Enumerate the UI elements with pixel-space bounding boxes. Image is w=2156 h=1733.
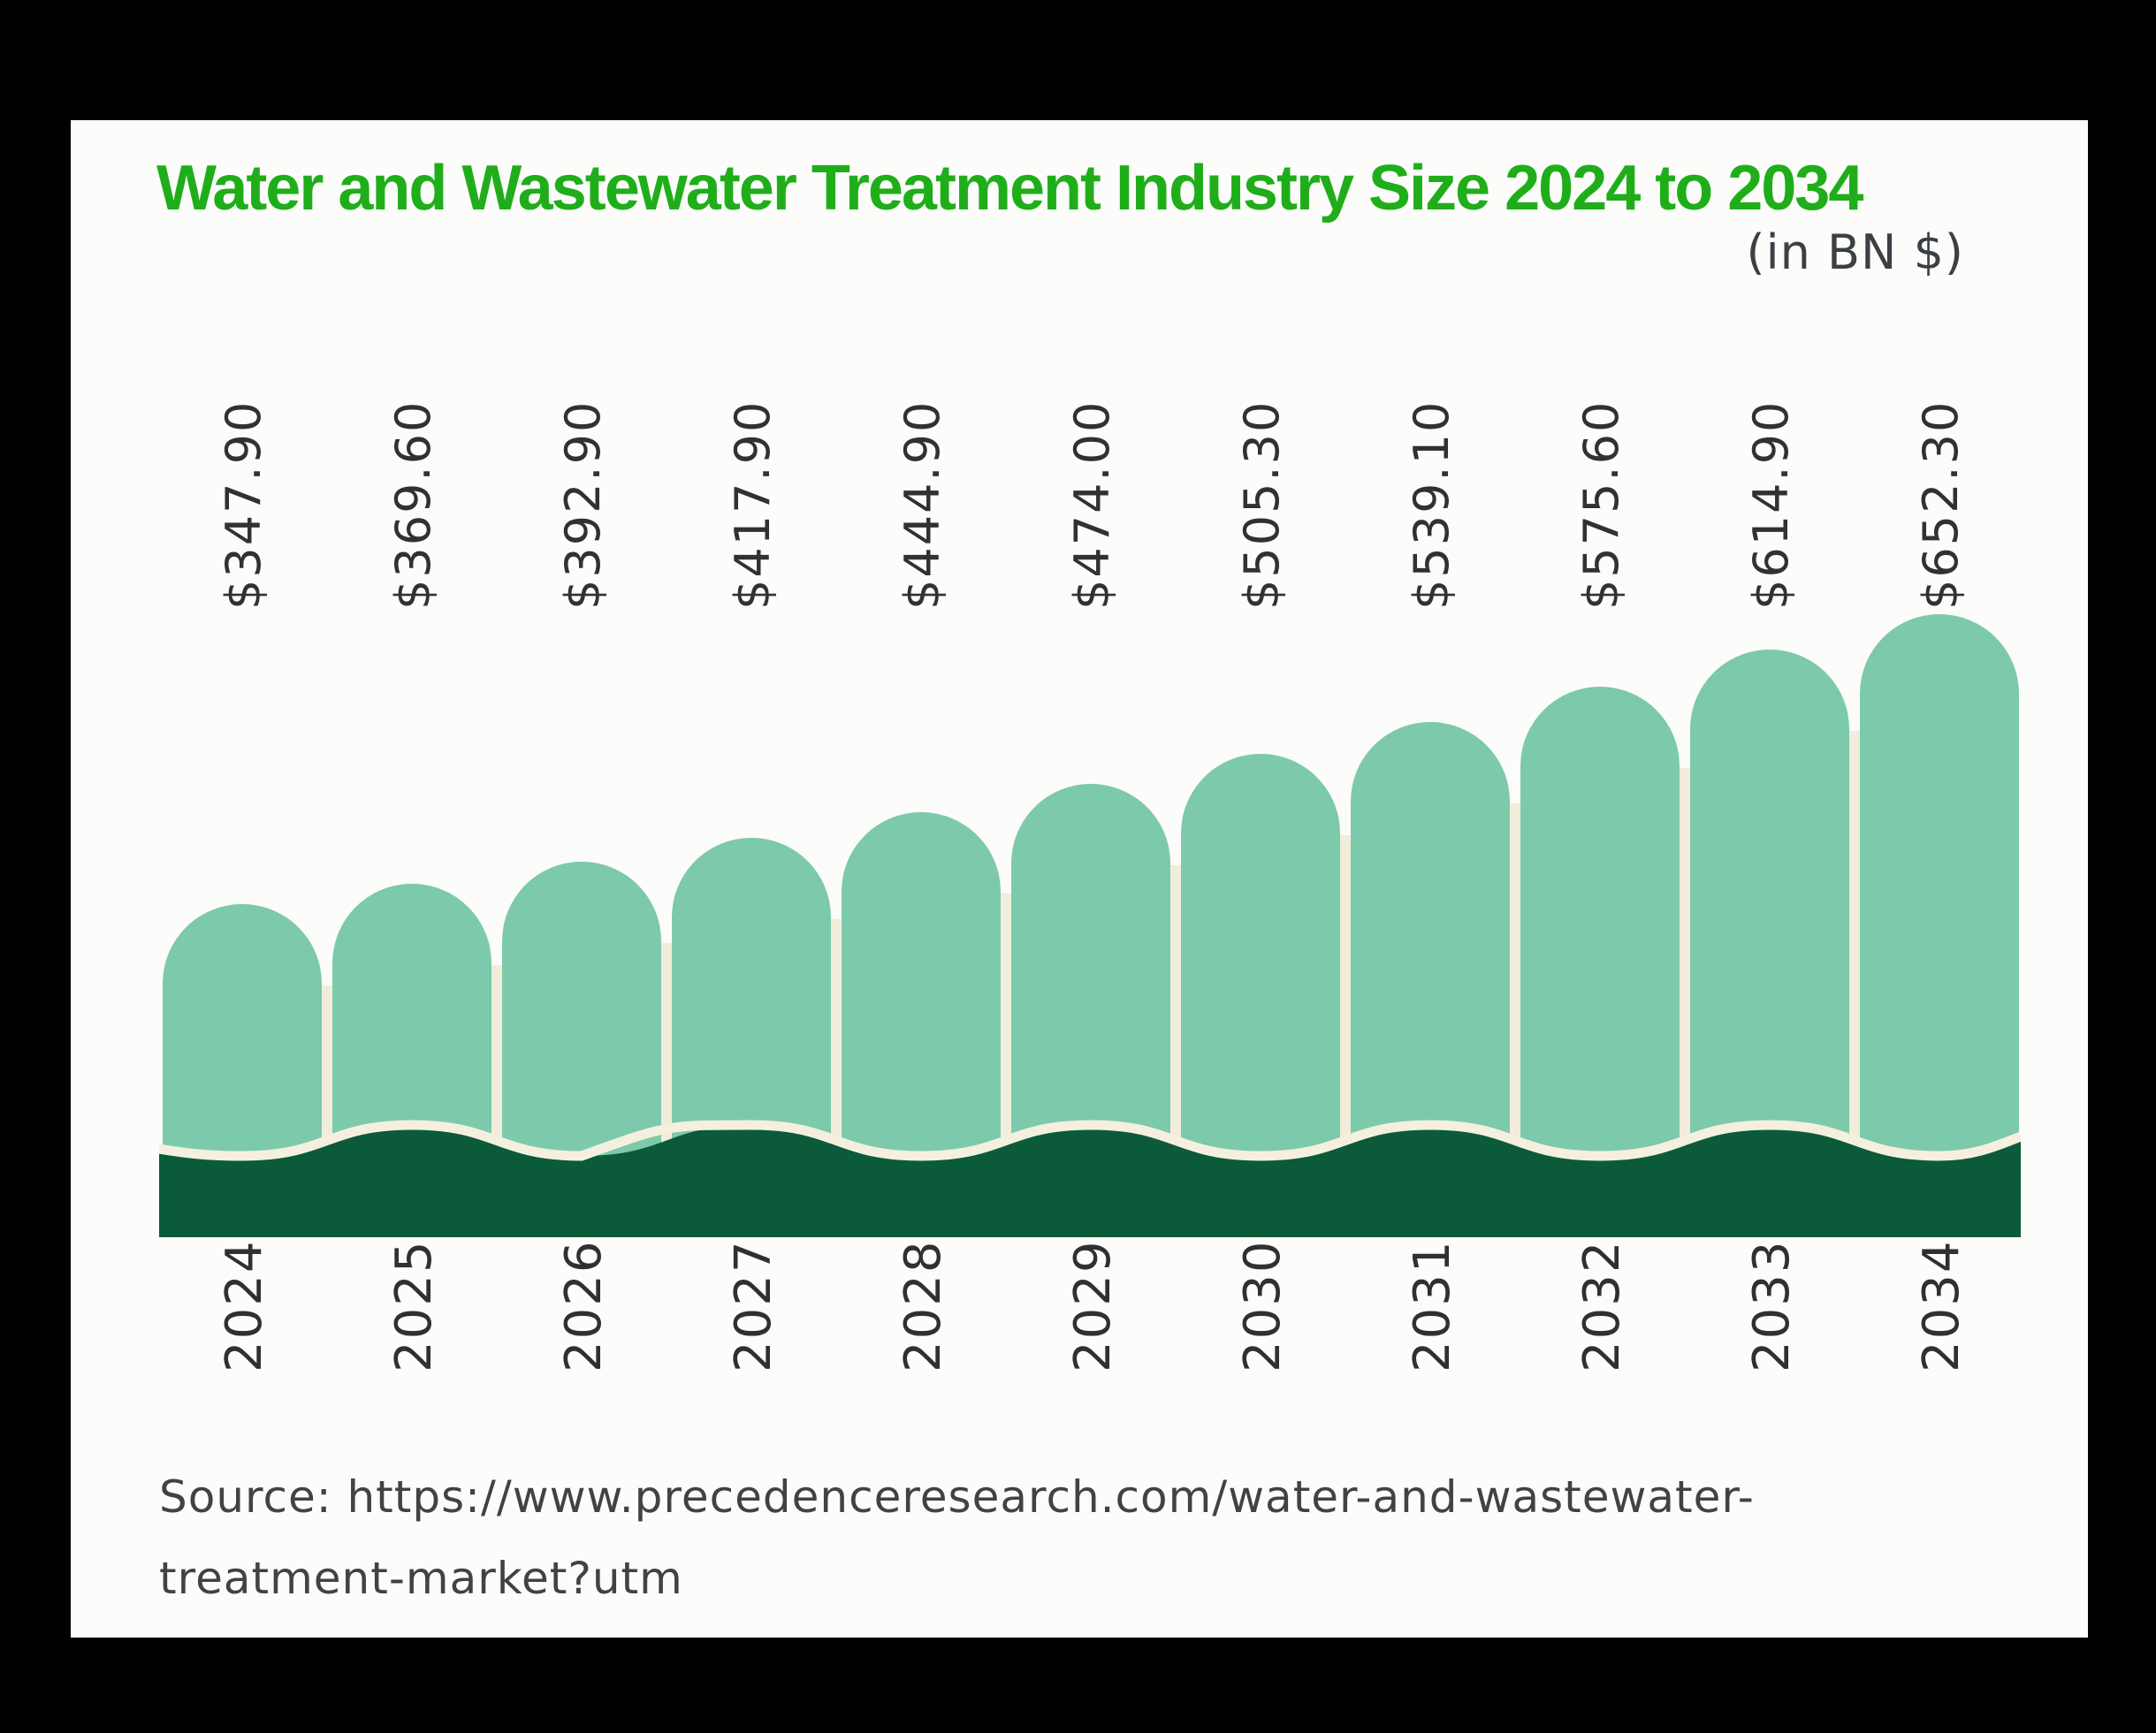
year-label-2029: 2029 [1064,1239,1122,1372]
value-label-2027: $417.90 [725,399,781,610]
chart-card: Water and Wastewater Treatment Industry … [71,120,2088,1638]
bar-chart: $347.90 2024 $369.60 2025 $392.90 2026 $417.90… [71,120,2088,1638]
chart-subtitle: (in BN $) [1746,224,1964,280]
bar-divider [1849,731,1860,1236]
year-label-2028: 2028 [895,1239,952,1372]
wave-band [159,1120,2021,1237]
value-label-2029: $474.00 [1064,399,1120,610]
year-label-2033: 2033 [1743,1239,1801,1372]
value-label-2031: $539.10 [1404,399,1459,610]
year-label-2034: 2034 [1913,1239,1970,1372]
year-label-2031: 2031 [1404,1239,1461,1372]
source-line-1: Source: https://www.precedenceresearch.c… [159,1471,1755,1523]
value-label-2026: $392.90 [555,399,611,610]
bar-divider [1510,803,1520,1236]
source-line-2: treatment-market?utm [159,1553,683,1604]
bar-divider [1680,768,1690,1236]
value-label-2033: $614.90 [1743,399,1799,610]
year-label-2025: 2025 [385,1239,443,1372]
value-label-2034: $652.30 [1913,399,1969,610]
wave-band-fill [159,1125,2021,1237]
year-label-2024: 2024 [216,1239,273,1372]
chart-title: Water and Wastewater Treatment Industry … [156,153,1863,224]
year-label-2026: 2026 [555,1239,613,1372]
value-label-2025: $369.60 [385,399,441,610]
source-citation: Source: https://www.precedenceresearch.c… [159,1456,1755,1619]
value-label-2028: $444.90 [895,399,950,610]
value-label-2024: $347.90 [216,399,271,610]
value-label-2030: $505.30 [1234,399,1290,610]
year-label-2032: 2032 [1573,1239,1631,1372]
bar-2032 [1520,687,1680,1229]
wave-band-outline [159,1120,2021,1161]
year-label-2030: 2030 [1234,1239,1291,1372]
year-label-2027: 2027 [725,1239,782,1372]
bar-2034 [1860,614,2019,1229]
value-label-2032: $575.60 [1573,399,1629,610]
